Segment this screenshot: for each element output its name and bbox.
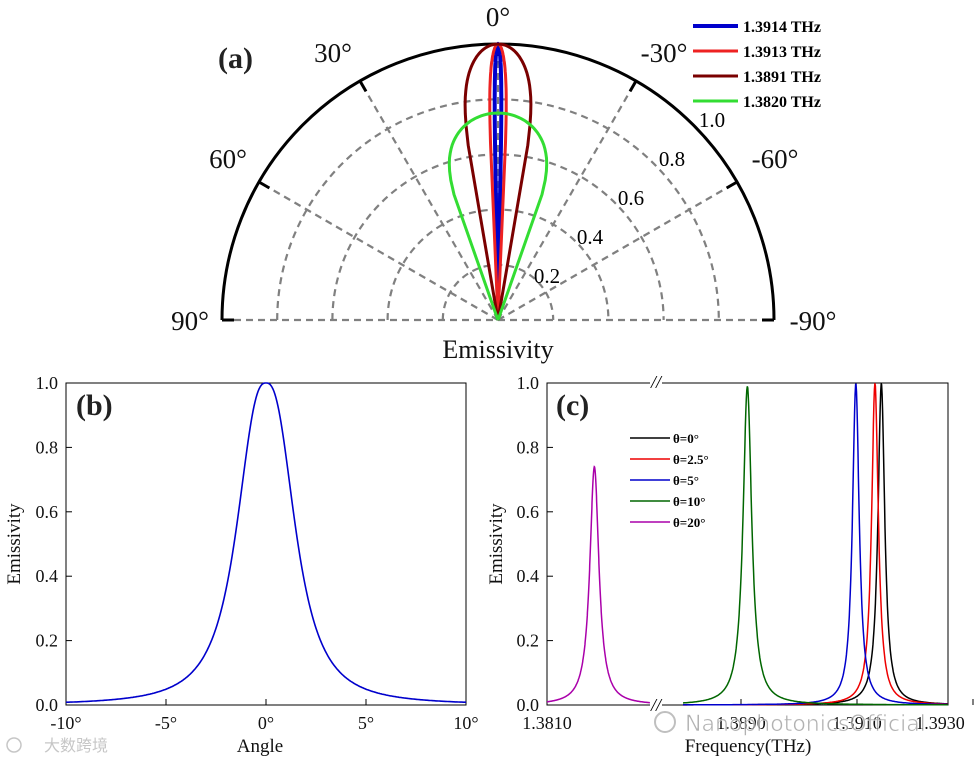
panel-c-ticks: 1.3810 1.3890 1.3910 1.3930 0.0 0.2 0.4 0.6 0.8 1… bbox=[517, 373, 974, 733]
polar-legend-label-2: 1.3891 THz bbox=[743, 69, 821, 86]
panel-c-xlabel: Frequency(THz) bbox=[685, 736, 812, 757]
panel-b-xlabel: Angle bbox=[237, 736, 283, 757]
polar-series-2 bbox=[463, 42, 533, 321]
polar-angle-tick bbox=[628, 80, 638, 93]
polar-plot: 0.20.40.60.81.0 90°60°30°0°-30°-60°-90° … bbox=[171, 2, 836, 364]
panel-label-b: (b) bbox=[76, 389, 113, 422]
axis-break-top: // bbox=[650, 372, 663, 392]
polar-angle-label: -90° bbox=[790, 306, 837, 336]
panel-c-xtick-label: 1.3910 bbox=[832, 713, 882, 733]
panel-b-series bbox=[65, 382, 467, 704]
panel-c-curve-0 bbox=[683, 383, 948, 706]
panel-c-curve-1 bbox=[683, 383, 948, 706]
polar-spoke bbox=[258, 181, 499, 321]
panel-c-ytick-label: 0.4 bbox=[517, 566, 540, 586]
panel-b-xtick-label: -5° bbox=[155, 713, 177, 733]
panel-b: -10° -5° 0° 5° 10° 0.0 0.2 0.4 0.6 0.8 1.0 (b) Ang… bbox=[4, 373, 479, 757]
polar-radial-ticks: 0.2 0.4 0.6 0.8 1.0 bbox=[534, 108, 725, 288]
panel-c-ylabel: Emissivity bbox=[486, 503, 507, 585]
polar-angle-labels: 90° 60° 30° 0° -30° -60° -90° bbox=[171, 2, 836, 336]
polar-angle-tick bbox=[358, 80, 368, 93]
panel-b-ytick-label: 0.4 bbox=[36, 566, 59, 586]
panel-c-ytick-label: 0.0 bbox=[517, 695, 540, 715]
panel-c-curve-2 bbox=[683, 383, 948, 706]
polar-radial-tick-label: 0.4 bbox=[577, 225, 604, 249]
panel-b-ticks: -10° -5° 0° 5° 10° 0.0 0.2 0.4 0.6 0.8 1.0 bbox=[36, 373, 479, 733]
polar-angle-label: 30° bbox=[314, 38, 352, 68]
polar-series-group bbox=[447, 41, 549, 321]
polar-angle-tick bbox=[258, 180, 271, 190]
panel-label-c: (c) bbox=[556, 389, 589, 422]
axis-break-bottom: // bbox=[650, 695, 663, 715]
panel-label-a: (a) bbox=[218, 42, 253, 75]
polar-angle-label: -60° bbox=[752, 144, 799, 174]
polar-radial-tick-label: 0.2 bbox=[534, 264, 560, 288]
polar-radial-tick-label: 0.6 bbox=[618, 186, 644, 210]
panel-b-ytick-label: 0.6 bbox=[36, 502, 59, 522]
polar-angle-label: -30° bbox=[641, 38, 688, 68]
axis-break-gap-top bbox=[650, 378, 662, 388]
panel-c-xtick-label: 1.3890 bbox=[716, 713, 766, 733]
watermark-left-logo-icon bbox=[6, 737, 22, 753]
panel-b-xtick-label: -10° bbox=[50, 713, 81, 733]
polar-xlabel: Emissivity bbox=[442, 335, 553, 364]
wechat-icon bbox=[654, 711, 676, 733]
panel-b-frame bbox=[65, 382, 467, 706]
panel-c-legend-label-4: θ=20° bbox=[673, 515, 705, 530]
panel-c-ytick-label: 1.0 bbox=[517, 373, 540, 393]
polar-legend: 1.3914 THz 1.3913 THz 1.3891 THz 1.3820 THz bbox=[693, 19, 821, 111]
polar-angle-label: 0° bbox=[486, 2, 510, 32]
panel-c-xtick-label: 1.3810 bbox=[522, 713, 572, 733]
panel-c-legend: θ=0° θ=2.5° θ=5° θ=10° θ=20° bbox=[630, 431, 709, 530]
watermark-left: 大数跨境 bbox=[6, 736, 108, 755]
polar-angle-tick bbox=[725, 180, 738, 190]
panel-c-legend-label-3: θ=10° bbox=[673, 494, 705, 509]
polar-legend-label-0: 1.3914 THz bbox=[743, 19, 821, 36]
polar-spoke bbox=[359, 80, 499, 321]
panel-b-curve bbox=[65, 382, 467, 704]
watermark-right: NanophotonicsOfficial bbox=[654, 711, 926, 737]
polar-angle-label: 90° bbox=[171, 306, 209, 336]
panel-c-ytick-label: 0.8 bbox=[517, 437, 540, 457]
panel-c-ytick-label: 0.6 bbox=[517, 502, 540, 522]
panel-c-legend-label-2: θ=5° bbox=[673, 473, 699, 488]
polar-radial-tick-label: 1.0 bbox=[699, 108, 725, 132]
polar-series-3 bbox=[447, 111, 549, 321]
panel-b-ytick-label: 0.2 bbox=[36, 631, 59, 651]
panel-c-curve-4 bbox=[547, 465, 651, 704]
watermark-left-text: 大数跨境 bbox=[44, 736, 108, 755]
panel-b-xtick-label: 10° bbox=[453, 713, 478, 733]
polar-radial-tick-label: 0.8 bbox=[659, 147, 685, 171]
panel-c: 1.3810 1.3890 1.3910 1.3930 0.0 0.2 0.4 0.6 0.8 1… bbox=[486, 372, 974, 757]
panel-b-ytick-label: 0.0 bbox=[36, 695, 59, 715]
panel-c-legend-label-1: θ=2.5° bbox=[673, 452, 709, 467]
panel-c-curve-3 bbox=[683, 386, 948, 706]
panel-b-ytick-label: 1.0 bbox=[36, 373, 59, 393]
axis-break-gap-bottom bbox=[650, 700, 662, 710]
panel-b-xtick-label: 5° bbox=[358, 713, 374, 733]
polar-spoke bbox=[497, 80, 637, 321]
panel-b-ytick-label: 0.8 bbox=[36, 437, 59, 457]
panel-c-legend-label-0: θ=0° bbox=[673, 431, 699, 446]
panel-c-ytick-label: 0.2 bbox=[517, 631, 540, 651]
watermark-right-text: NanophotonicsOfficial bbox=[685, 712, 926, 737]
polar-legend-label-3: 1.3820 THz bbox=[743, 94, 821, 111]
polar-legend-label-1: 1.3913 THz bbox=[743, 44, 821, 61]
polar-angle-label: 60° bbox=[209, 144, 247, 174]
panel-c-series bbox=[547, 383, 948, 706]
panel-b-xtick-label: 0° bbox=[258, 713, 274, 733]
panel-b-ylabel: Emissivity bbox=[4, 503, 25, 585]
panel-c-frame bbox=[546, 382, 949, 706]
polar-spoke bbox=[497, 181, 738, 321]
panel-c-xtick-label: 1.3930 bbox=[915, 713, 965, 733]
